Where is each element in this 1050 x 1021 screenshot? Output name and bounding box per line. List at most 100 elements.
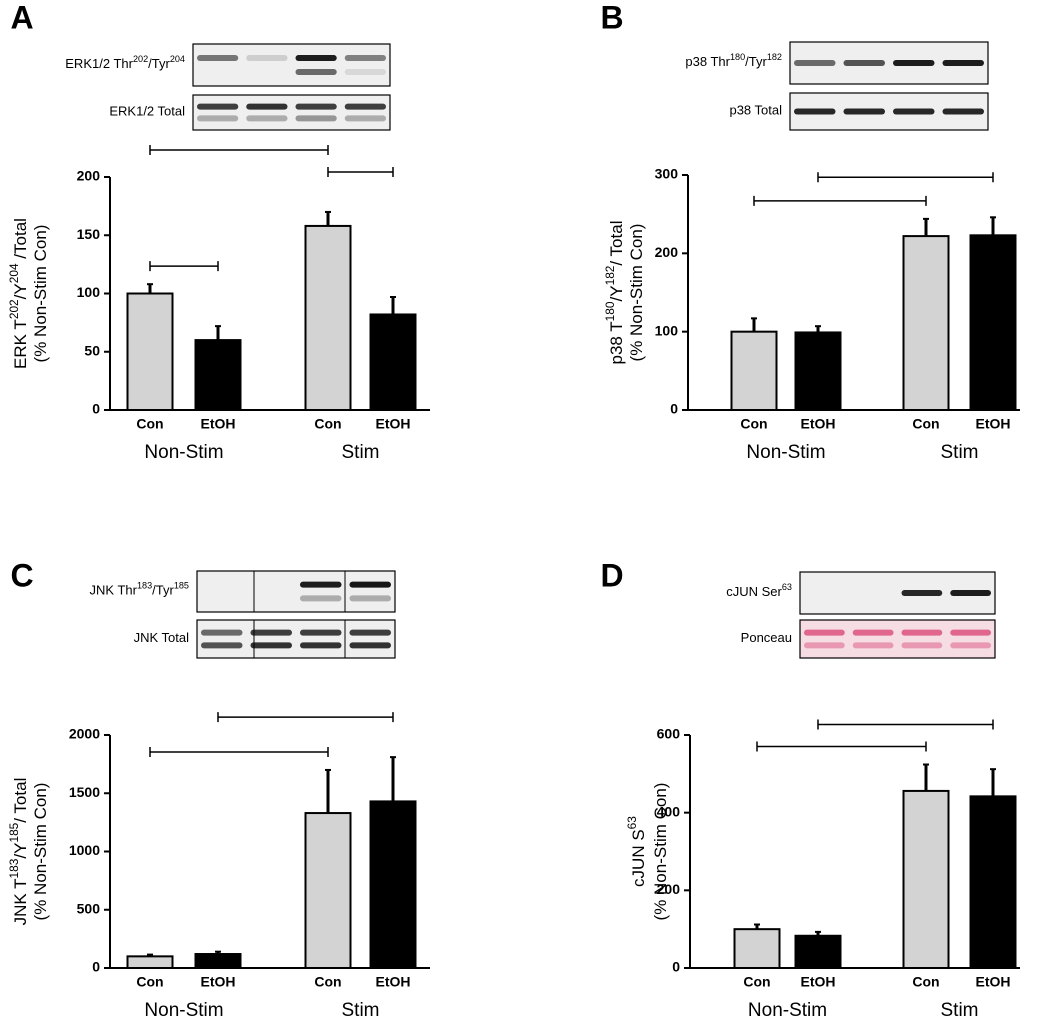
blot-label: JNK Thr183/Tyr185: [90, 581, 189, 598]
blot-band: [942, 108, 984, 115]
category-label: Con: [912, 416, 939, 432]
blot-label-part: /Tyr: [745, 54, 767, 69]
panel-letter: B: [600, 0, 623, 35]
y-tick-label: 0: [672, 959, 680, 975]
y-axis-label-part: 180: [603, 301, 617, 321]
blot-band: [295, 103, 337, 110]
bar: [194, 953, 242, 970]
y-axis-label-part: cJUN S: [629, 829, 648, 887]
y-axis-label-part: (% Non-Stim Con): [31, 783, 50, 921]
y-axis-label-part: 183: [7, 858, 21, 878]
blot-band: [344, 115, 386, 122]
group-label: Stim: [342, 1000, 380, 1021]
y-axis-label-part: p38 T: [607, 321, 626, 364]
y-tick-label: 2000: [69, 726, 100, 742]
blot-band: [295, 69, 337, 75]
category-label: Con: [314, 974, 341, 990]
blot-band: [246, 55, 288, 61]
y-axis-label-part: /Y: [11, 283, 30, 299]
bar: [733, 928, 781, 970]
y-tick-label: 200: [655, 244, 679, 260]
blot-band: [349, 595, 391, 602]
blot-label-part: 63: [782, 582, 792, 592]
blot-band: [804, 642, 845, 649]
blot-frame: [799, 619, 996, 659]
blot-band: [250, 629, 292, 636]
blot-label-part: 185: [174, 581, 189, 591]
blot-label-part: p38 Thr: [685, 54, 730, 69]
category-label: Con: [740, 416, 767, 432]
y-axis-label: (% Non-Stim Con): [31, 783, 50, 921]
y-tick-label: 150: [77, 226, 101, 242]
blot-band: [901, 642, 943, 649]
bar: [126, 292, 174, 411]
group-label: Stim: [941, 1000, 979, 1021]
blot-band: [201, 629, 243, 636]
blot-label-part: 183: [137, 581, 152, 591]
category-label: EtOH: [801, 974, 836, 990]
blot-band: [246, 103, 288, 110]
blot-label-part: 204: [170, 54, 185, 64]
group-label: Non-Stim: [144, 1000, 223, 1021]
y-axis-label-part: 182: [603, 265, 617, 285]
blot-band: [197, 55, 239, 61]
y-axis-label-part: /Y: [607, 285, 626, 301]
y-axis-label-part: (% Non-Stim Con): [31, 225, 50, 363]
category-label: EtOH: [801, 416, 836, 432]
significance-bracket: [327, 166, 394, 177]
y-axis-label: JNK T183/Y185/ Total: [7, 778, 30, 926]
blot-band: [300, 581, 342, 588]
significance-bracket: [217, 712, 394, 723]
blot-label: p38 Thr180/Tyr182: [685, 52, 782, 69]
blot-band: [852, 629, 894, 636]
significance-bracket: [817, 172, 994, 183]
blot-band: [843, 60, 885, 66]
blot-frame: [192, 43, 391, 87]
bar: [304, 224, 352, 411]
group-label: Stim: [941, 442, 979, 463]
y-tick-label: 400: [657, 803, 681, 819]
blot-label-part: 182: [767, 52, 782, 62]
y-tick-label: 200: [77, 168, 101, 184]
blot-frame: [192, 94, 391, 131]
blot-band: [344, 103, 386, 110]
blot-label-part: ERK1/2 Thr: [65, 56, 133, 71]
y-tick-label: 50: [84, 342, 100, 358]
blot-band: [950, 590, 991, 596]
y-tick-label: 1000: [69, 842, 100, 858]
blot-label-part: ERK1/2 Total: [109, 104, 185, 119]
group-label: Stim: [342, 442, 380, 463]
blot-label: ERK1/2 Thr202/Tyr204: [65, 54, 185, 71]
category-label: Con: [912, 974, 939, 990]
blot-label: ERK1/2 Total: [109, 104, 185, 119]
category-label: Con: [314, 416, 341, 432]
y-axis-label-part: 185: [7, 822, 21, 842]
blot-label-part: 180: [730, 52, 745, 62]
blot-frame: [196, 570, 396, 613]
blot-band: [300, 629, 342, 636]
category-label: Con: [136, 974, 163, 990]
blot-band: [344, 69, 386, 75]
blot-label-part: 202: [133, 54, 148, 64]
bar: [969, 795, 1017, 970]
blot-band: [794, 108, 836, 115]
y-axis-label-part: / Total: [607, 221, 626, 266]
y-tick-label: 200: [657, 881, 681, 897]
bar: [902, 789, 950, 969]
panel-letter: C: [10, 557, 33, 593]
y-tick-label: 100: [655, 322, 679, 338]
blot-band: [349, 581, 391, 588]
blot-band: [197, 115, 239, 122]
blot-band: [901, 590, 943, 596]
category-label: EtOH: [976, 974, 1011, 990]
category-label: EtOH: [201, 974, 236, 990]
significance-bracket: [149, 746, 329, 757]
y-axis-label-part: / Total: [11, 778, 30, 823]
y-axis-label-part: ERK T: [11, 319, 30, 369]
significance-bracket: [756, 741, 927, 752]
blot-label: Ponceau: [741, 630, 792, 645]
blot-label-part: p38 Total: [729, 103, 782, 118]
